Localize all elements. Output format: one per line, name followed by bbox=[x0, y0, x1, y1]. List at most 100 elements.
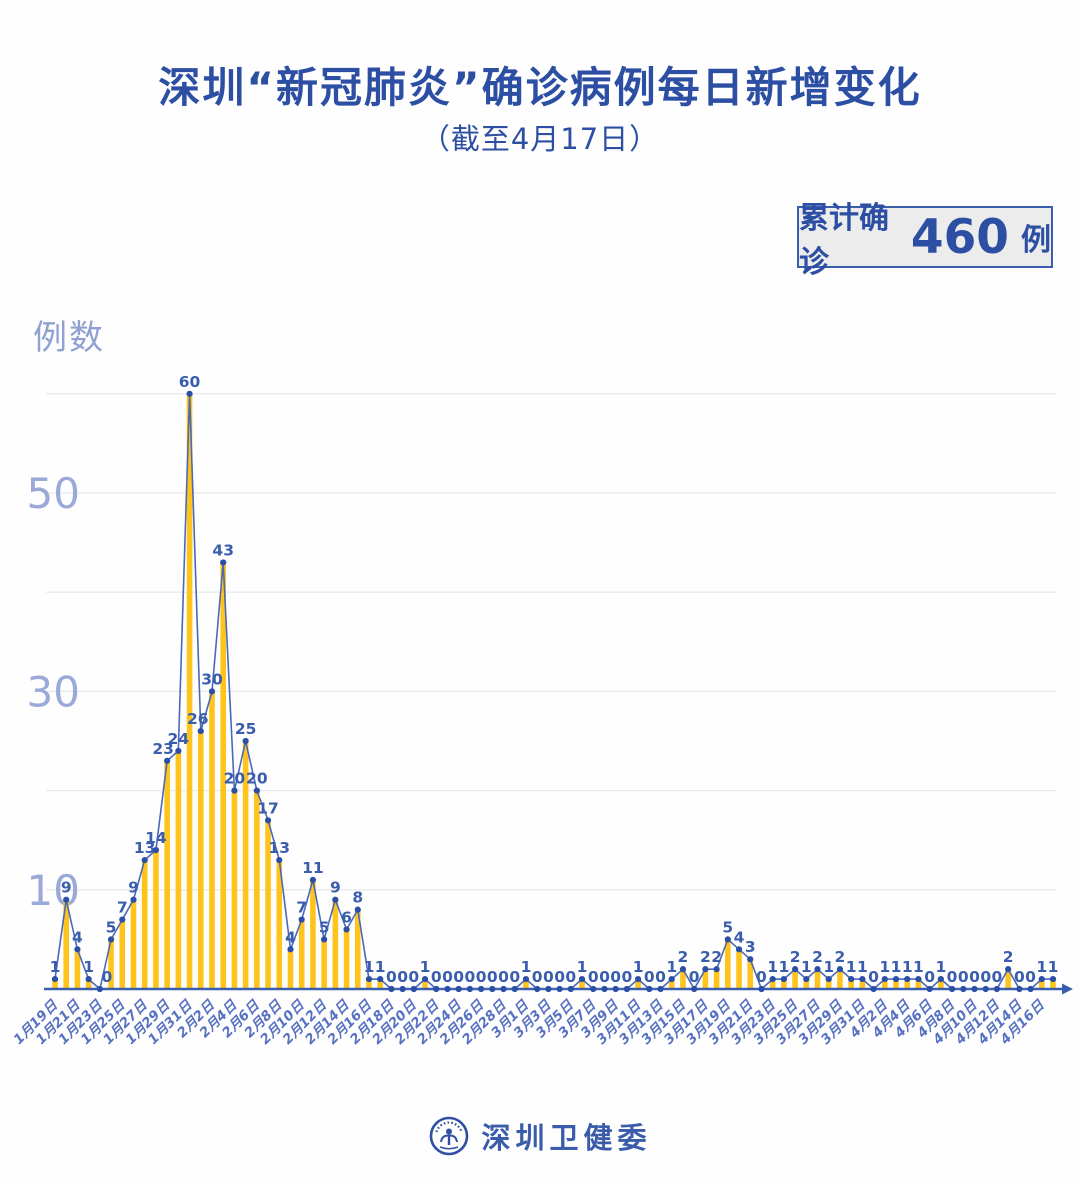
data-point bbox=[791, 966, 799, 973]
data-point bbox=[377, 975, 384, 983]
bar bbox=[938, 979, 944, 989]
value-label: 0 bbox=[397, 968, 408, 986]
data-point bbox=[848, 975, 855, 983]
data-point bbox=[668, 975, 675, 983]
data-point bbox=[657, 985, 664, 993]
value-label: 1 bbox=[767, 958, 778, 976]
footer-org-name: 深圳卫健委 bbox=[481, 1121, 652, 1155]
bar bbox=[377, 979, 383, 989]
data-point bbox=[915, 975, 922, 983]
bar bbox=[803, 979, 810, 989]
value-label: 0 bbox=[498, 968, 509, 986]
bar bbox=[119, 919, 126, 989]
data-point bbox=[388, 985, 395, 993]
data-point bbox=[444, 985, 451, 993]
bar bbox=[265, 820, 271, 989]
value-label: 43 bbox=[212, 541, 234, 559]
data-point bbox=[309, 876, 317, 883]
badge-unit: 例 bbox=[1021, 223, 1051, 258]
value-label: 60 bbox=[179, 373, 201, 391]
data-point bbox=[51, 975, 59, 983]
value-label: 7 bbox=[117, 899, 128, 917]
value-label: 0 bbox=[465, 968, 476, 986]
data-point bbox=[993, 985, 1001, 993]
value-label: 0 bbox=[453, 968, 464, 986]
value-label: 0 bbox=[588, 968, 599, 986]
value-label: 30 bbox=[201, 670, 223, 688]
value-label: 0 bbox=[868, 968, 879, 986]
value-label: 5 bbox=[722, 918, 733, 936]
bar bbox=[141, 860, 148, 989]
chart-value-labels: 1941057913142324602630432025201713471159… bbox=[50, 373, 1059, 986]
data-point bbox=[298, 916, 305, 923]
data-point bbox=[926, 985, 933, 993]
data-point bbox=[511, 985, 518, 993]
value-label: 0 bbox=[644, 968, 655, 986]
value-label: 1 bbox=[666, 958, 677, 976]
data-point bbox=[489, 985, 496, 993]
value-label: 5 bbox=[106, 918, 117, 936]
value-label: 1 bbox=[935, 958, 946, 976]
value-label: 0 bbox=[532, 968, 543, 986]
value-label: 2 bbox=[1003, 948, 1014, 966]
data-point bbox=[747, 956, 754, 963]
data-point bbox=[567, 985, 574, 993]
data-point bbox=[769, 975, 776, 983]
value-label: 0 bbox=[610, 968, 621, 986]
data-point bbox=[287, 946, 294, 953]
value-label: 1 bbox=[846, 958, 857, 976]
bar bbox=[635, 979, 641, 989]
value-label: 0 bbox=[431, 968, 442, 986]
value-label: 1 bbox=[420, 958, 431, 976]
bar bbox=[1050, 979, 1056, 989]
data-point bbox=[904, 975, 911, 983]
data-point bbox=[545, 985, 552, 993]
data-point bbox=[780, 975, 787, 983]
bar bbox=[85, 979, 92, 989]
shenzhen-health-commission-logo-icon bbox=[430, 1116, 469, 1156]
data-point bbox=[612, 985, 619, 993]
data-point bbox=[982, 985, 989, 993]
chart-y-tick-labels: 10 30 50 bbox=[27, 469, 80, 915]
data-point bbox=[713, 966, 720, 973]
data-point bbox=[466, 985, 473, 993]
data-point bbox=[130, 896, 137, 903]
value-label: 1 bbox=[375, 958, 386, 976]
data-point bbox=[478, 985, 485, 993]
value-label: 1 bbox=[633, 958, 644, 976]
data-point bbox=[724, 936, 731, 943]
value-label: 2 bbox=[678, 948, 689, 966]
data-point bbox=[63, 896, 70, 903]
bar bbox=[343, 929, 350, 989]
chart-x-tick-labels: 1月19日1月21日1月23日1月25日1月27日1月29日1月31日2月2日2… bbox=[10, 996, 1048, 1048]
data-point bbox=[343, 926, 350, 933]
value-label: 1 bbox=[83, 958, 94, 976]
value-label: 4 bbox=[734, 928, 745, 946]
value-label: 2 bbox=[711, 948, 722, 966]
data-point bbox=[881, 975, 888, 983]
bar bbox=[242, 741, 249, 989]
value-label: 0 bbox=[958, 968, 969, 986]
data-point bbox=[264, 817, 272, 824]
value-label: 0 bbox=[599, 968, 610, 986]
data-point bbox=[870, 985, 877, 993]
chart-bars bbox=[52, 393, 1056, 989]
data-point bbox=[960, 985, 967, 993]
bar bbox=[523, 979, 529, 989]
bar bbox=[197, 731, 204, 989]
data-point bbox=[1027, 985, 1034, 993]
footer: 深圳卫健委 bbox=[0, 1108, 1080, 1164]
value-label: 0 bbox=[101, 968, 112, 986]
data-point bbox=[803, 975, 810, 983]
data-point bbox=[623, 985, 630, 993]
value-label: 1 bbox=[50, 958, 61, 976]
value-label: 13 bbox=[134, 839, 156, 857]
bar bbox=[220, 562, 227, 989]
value-label: 0 bbox=[980, 968, 991, 986]
value-label: 0 bbox=[543, 968, 554, 986]
value-label: 0 bbox=[554, 968, 565, 986]
data-point bbox=[679, 966, 687, 973]
value-label: 1 bbox=[778, 958, 789, 976]
bar bbox=[579, 979, 585, 989]
chart-dots bbox=[51, 390, 1057, 993]
